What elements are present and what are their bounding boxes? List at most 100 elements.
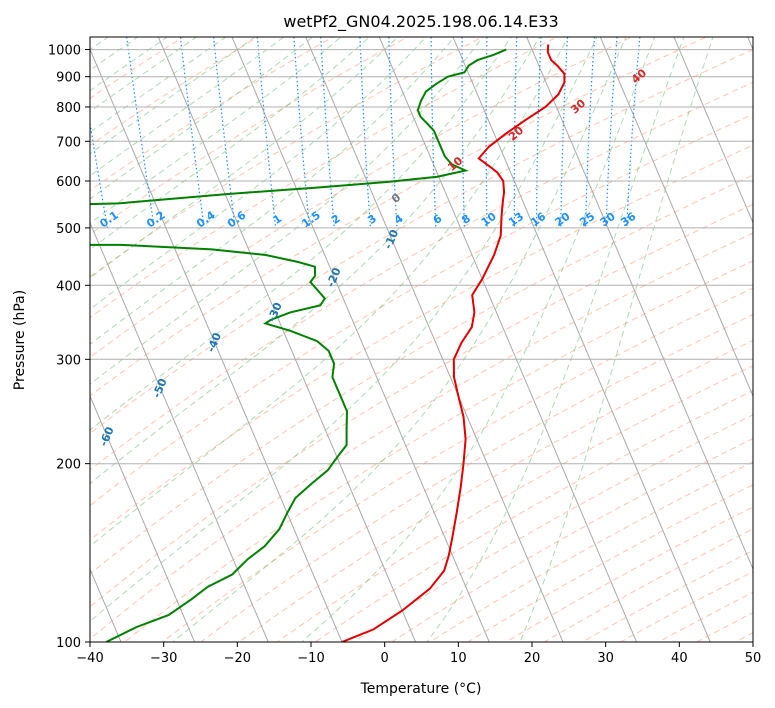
y-tick-label: 800	[56, 101, 81, 116]
moist-adiabat-line	[90, 37, 427, 310]
dry-adiabat-line	[161, 287, 753, 642]
dry-adiabat-line	[390, 437, 753, 642]
mixing-ratio-label: 8	[459, 212, 473, 227]
isotherm-line	[673, 37, 753, 225]
moist-adiabat-line	[90, 37, 371, 251]
dry-adiabat-line	[314, 389, 753, 642]
isotherm-line	[90, 48, 343, 642]
mixing-ratio-label: 30	[598, 210, 618, 230]
moist-adiabat-line	[90, 37, 227, 133]
dry-adiabat-line	[90, 37, 185, 100]
mixing-ratio-line	[584, 37, 596, 228]
y-tick-label: 1000	[48, 44, 81, 59]
dry-adiabat-line	[90, 144, 753, 541]
mixing-ratio-line	[213, 37, 236, 228]
line-labels: -100-90-80-70-60-50-40-30-20-100.10.20.4…	[0, 66, 649, 546]
chart-title: wetPf2_GN04.2025.198.06.14.E33	[283, 12, 558, 32]
temperature-profile-line	[341, 44, 566, 642]
isotherm-line	[599, 37, 753, 398]
isotherm-line	[452, 37, 711, 642]
dry-adiabat-line	[123, 260, 753, 642]
x-tick-label: 20	[524, 651, 541, 666]
dry-adiabat-line	[90, 174, 753, 575]
isotherm-line	[378, 37, 638, 642]
mixing-ratio-line	[320, 37, 335, 228]
mixing-ratio-label: 4	[392, 212, 406, 227]
moist-adiabat-line	[90, 37, 169, 92]
mixing-ratio-line	[359, 37, 371, 228]
y-tick-label: 100	[56, 636, 81, 651]
y-tick-label: 400	[56, 279, 81, 294]
isotherm-line	[305, 37, 564, 642]
mixing-ratio-line	[560, 37, 569, 228]
moist-adiabat-line	[90, 37, 285, 177]
dry-adiabat-line	[90, 37, 334, 192]
y-tick-label: 700	[56, 135, 81, 150]
dry-adiabat-line	[90, 37, 260, 146]
dry-adiabat-line	[276, 365, 753, 642]
isotherm-label: -80	[0, 522, 11, 546]
dry-adiabat-line	[748, 25, 775, 655]
wetbulb-label: 40	[629, 66, 649, 86]
mixing-ratio-label: 16	[528, 210, 548, 230]
mixing-ratio-label: 3	[365, 212, 379, 227]
mixing-ratio-label: 6	[431, 212, 445, 227]
mixing-ratio-line	[430, 37, 437, 228]
dry-adiabat-line	[90, 203, 753, 608]
x-axis-label: Temperature (°C)	[360, 681, 482, 697]
dry-adiabat-line	[543, 528, 753, 642]
dry-adiabat-line	[200, 313, 753, 642]
x-tick-label: 50	[745, 651, 762, 666]
dry-adiabat-line	[467, 484, 753, 642]
isotherm-label: -10	[381, 227, 401, 251]
dry-adiabat-line	[90, 37, 633, 359]
moist-adiabat-line	[90, 37, 541, 485]
mixing-ratio-label: 13	[506, 210, 526, 229]
moist-adiabat-line	[172, 37, 627, 642]
x-tick-label: 30	[597, 651, 614, 666]
mixing-ratio-label: 0.4	[194, 208, 218, 230]
dry-adiabat-line	[90, 37, 484, 278]
moist-adiabat-line	[301, 37, 656, 642]
dry-adiabat-line	[428, 461, 753, 642]
isotherm-line	[90, 394, 196, 642]
mixing-ratio-label: 1	[271, 212, 285, 227]
x-tick-label: −20	[224, 651, 251, 666]
mixing-ratio-label: 0.1	[97, 209, 120, 231]
mixing-ratio-line	[513, 37, 518, 228]
dry-adiabat-line	[505, 506, 753, 642]
moist-adiabat-line	[90, 37, 139, 71]
mixing-ratio-line	[605, 37, 618, 228]
x-tick-label: 0	[381, 651, 389, 666]
mixing-ratio-line	[388, 37, 398, 228]
dry-adiabat-line	[695, 612, 753, 642]
x-tick-label: 10	[450, 651, 467, 666]
dry-adiabat-line	[90, 37, 708, 397]
dry-adiabat-line	[90, 81, 753, 471]
plot-frame	[89, 36, 754, 643]
isotherm-line	[231, 37, 490, 642]
dry-adiabat-line	[581, 549, 753, 642]
isotherm-line	[90, 221, 269, 642]
mixing-ratio-line	[536, 37, 542, 228]
profile-lines	[90, 44, 566, 642]
y-tick-label: 200	[56, 458, 81, 473]
isotherm-label: -50	[150, 376, 170, 400]
mixing-ratio-label: 25	[577, 210, 597, 229]
x-tick-label: −30	[150, 651, 177, 666]
isotherm-label: -60	[97, 425, 117, 449]
isotherm-line	[157, 37, 417, 642]
moist-adiabat-line	[90, 37, 456, 345]
dry-adiabat-line	[90, 113, 753, 507]
axes: −40 −30 −20 −10 0 10 20 30 40 5010020030040050060…	[48, 44, 761, 666]
dry-adiabat-line	[619, 571, 753, 642]
y-tick-label: 900	[56, 71, 81, 86]
moist-adiabat-line	[90, 37, 598, 623]
mixing-ratio-label: 2	[329, 212, 343, 227]
moist-adiabat-line	[90, 37, 512, 431]
moist-adiabat-line	[90, 37, 256, 155]
mixing-ratio-line	[485, 37, 488, 228]
dry-adiabat-line	[90, 37, 559, 319]
dry-adiabat-line	[90, 48, 753, 435]
